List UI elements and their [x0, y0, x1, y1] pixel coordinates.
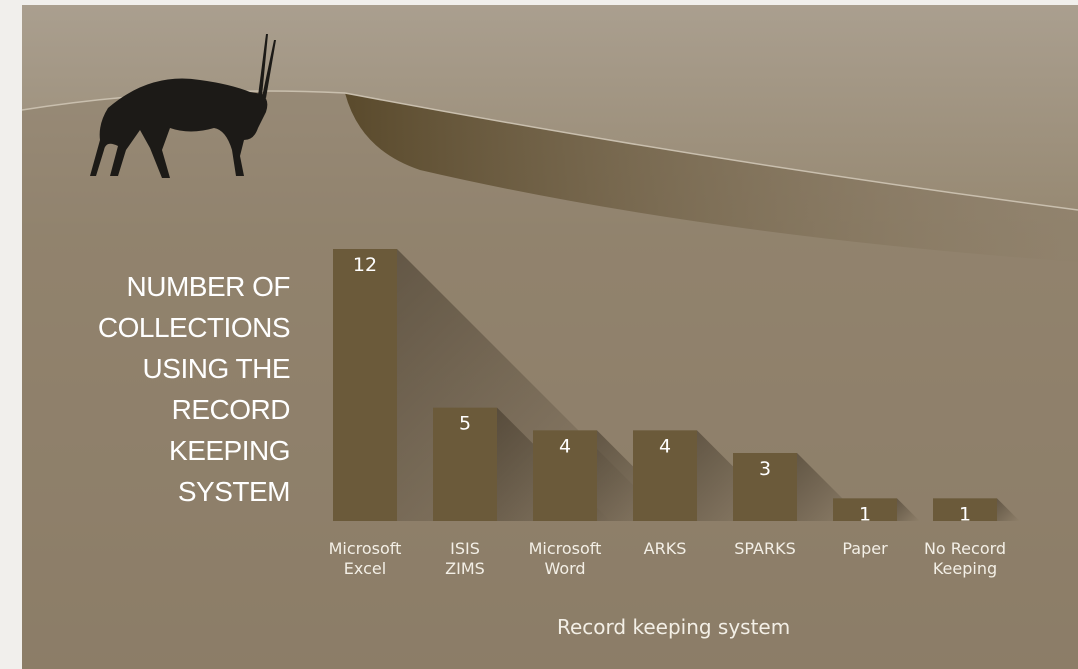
value-label: 1 — [959, 503, 971, 525]
chart-title: NUMBER OF COLLECTIONS USING THE RECORD K… — [10, 266, 290, 512]
x-tick-label: ISIS ZIMS — [410, 539, 520, 579]
bar — [333, 249, 397, 521]
value-label: 5 — [459, 413, 471, 435]
page: {"chart_data": {"type": "bar", "title": … — [0, 0, 1078, 669]
x-tick-label: Microsoft Excel — [310, 539, 420, 579]
value-label: 4 — [659, 435, 671, 457]
x-tick-label: ARKS — [610, 539, 720, 559]
value-label: 4 — [559, 435, 571, 457]
value-label: 1 — [859, 503, 871, 525]
x-axis-label: Record keeping system — [557, 615, 837, 639]
x-tick-label: No Record Keeping — [910, 539, 1020, 579]
infographic: 12 5 4 4 3 1 1 NUMBER OF COLLECTIONS USING THE… — [0, 0, 1078, 669]
value-label: 3 — [759, 458, 771, 480]
value-label: 12 — [353, 254, 377, 276]
x-tick-label: SPARKS — [710, 539, 820, 559]
x-tick-label: Microsoft Word — [510, 539, 620, 579]
x-tick-label: Paper — [810, 539, 920, 559]
